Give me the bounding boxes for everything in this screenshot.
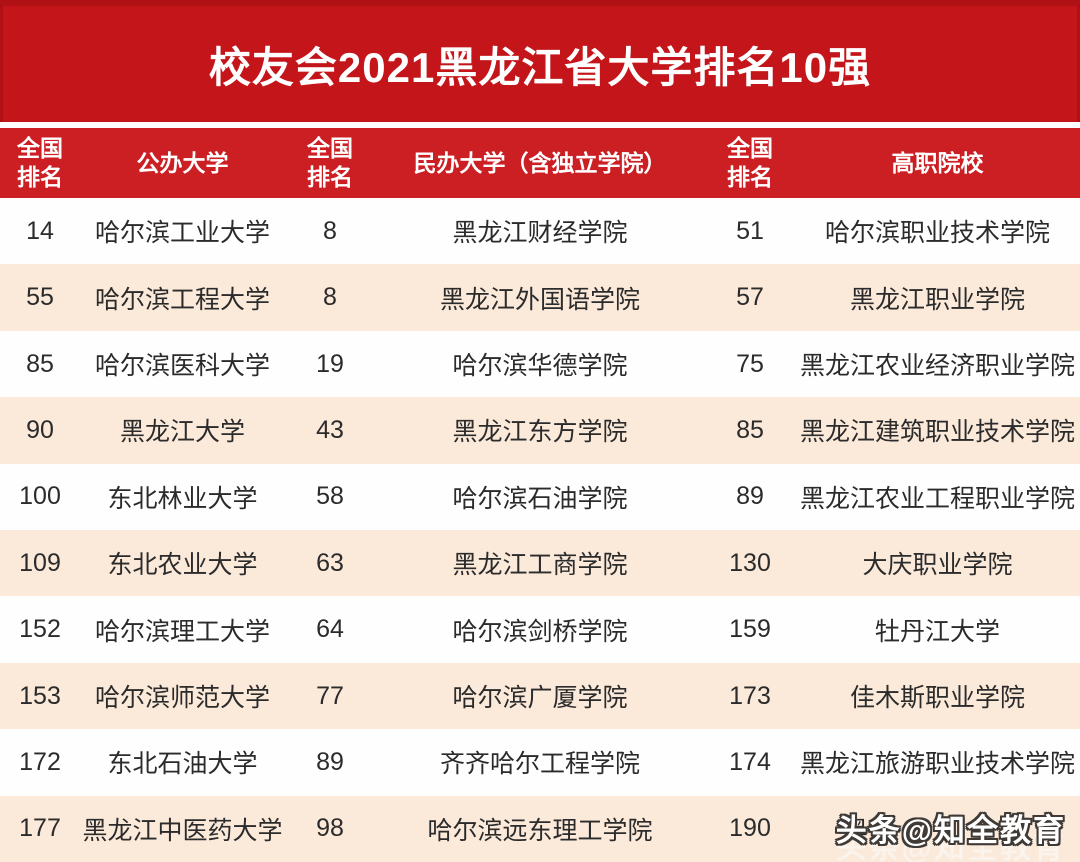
university-cell: 黑龙江农业经济职业学院	[799, 352, 1075, 381]
university-cell: 哈尔滨师范大学	[94, 684, 270, 713]
university-cell: 哈尔滨剑桥学院	[452, 617, 628, 646]
table-row: 153 哈尔滨师范大学 77 哈尔滨广厦学院 173 佳木斯职业学院	[0, 662, 1080, 730]
university-cell: 黑龙江建筑职业技术学院	[799, 418, 1075, 447]
rank-cell: 58	[316, 482, 344, 511]
table-row: 152 哈尔滨理工大学 64 哈尔滨剑桥学院 159 牡丹江大学	[0, 596, 1080, 663]
table-row: 85 哈尔滨医科大学 19 哈尔滨华德学院 75 黑龙江农业经济职业学院	[0, 330, 1080, 398]
header-cell-3: 民办大学（含独立学院）	[375, 128, 705, 198]
rank-cell: 64	[316, 615, 344, 644]
header-cell-4: 全国排名	[705, 128, 795, 198]
rank-cell: 109	[19, 548, 61, 577]
university-cell: 大庆职业学院	[862, 551, 1013, 580]
header-cell-label: 公办大学	[136, 149, 229, 176]
university-cell: 哈尔滨工业大学	[94, 219, 270, 248]
table-row: 109 东北农业大学 63 黑龙江工商学院 130 大庆职业学院	[0, 530, 1080, 597]
rank-cell: 8	[323, 283, 337, 312]
university-cell: 哈尔滨工程大学	[94, 285, 270, 314]
table-row: 90 黑龙江大学 43 黑龙江东方学院 85 黑龙江建筑职业技术学院	[0, 397, 1080, 464]
university-cell: 东北林业大学	[107, 484, 258, 513]
rank-cell: 51	[736, 216, 764, 245]
table-header-row: 全国排名 公办大学 全国排名 民办大学（含独立学院） 全国排名 高职院校	[0, 128, 1080, 198]
university-cell: 哈尔滨远东理工学院	[427, 816, 653, 845]
table-row: 14 哈尔滨工业大学 8 黑龙江财经学院 51 哈尔滨职业技术学院	[0, 198, 1080, 265]
rank-cell: 173	[729, 681, 771, 710]
university-cell: 黑龙江职业学院	[849, 285, 1025, 314]
university-cell: 佳木斯职业学院	[849, 684, 1025, 713]
university-cell: 黑龙江财经学院	[452, 219, 628, 248]
header-cell-2: 全国排名	[285, 128, 375, 198]
header-cell-label: 全国排名	[17, 135, 63, 190]
page-title: 校友会2021黑龙江省大学排名10强	[208, 43, 872, 91]
university-cell: 哈尔滨理工大学	[94, 617, 270, 646]
rank-cell: 153	[19, 681, 61, 710]
rank-cell: 172	[19, 747, 61, 776]
rank-cell: 8	[323, 216, 337, 245]
header-cell-label: 高职院校	[891, 149, 984, 176]
table-row: 177 黑龙江中医药大学 98 哈尔滨远东理工学院 190 黑	[0, 795, 1080, 862]
title-banner: 校友会2021黑龙江省大学排名10强	[0, 0, 1080, 122]
rank-cell: 89	[316, 747, 344, 776]
university-cell: 哈尔滨职业技术学院	[824, 219, 1050, 248]
table-row: 172 东北石油大学 89 齐齐哈尔工程学院 174 黑龙江旅游职业技术学院	[0, 729, 1080, 796]
rank-cell: 130	[729, 548, 771, 577]
table-row: 55 哈尔滨工程大学 8 黑龙江外国语学院 57 黑龙江职业学院	[0, 264, 1080, 331]
header-cell-label: 全国排名	[727, 135, 773, 190]
university-cell: 黑龙江外国语学院	[439, 285, 640, 314]
university-cell: 黑龙江工商学院	[452, 551, 628, 580]
rank-cell: 159	[729, 615, 771, 644]
rank-cell: 98	[316, 814, 344, 843]
header-cell-5: 高职院校	[795, 128, 1080, 198]
university-cell: 哈尔滨石油学院	[452, 484, 628, 513]
university-cell: 黑龙江中医药大学	[82, 816, 283, 845]
rank-cell: 85	[26, 349, 54, 378]
university-cell: 哈尔滨华德学院	[452, 352, 628, 381]
table-row: 100 东北林业大学 58 哈尔滨石油学院 89 黑龙江农业工程职业学院	[0, 463, 1080, 531]
rank-cell: 19	[316, 349, 344, 378]
rank-cell: 85	[736, 415, 764, 444]
university-cell: 牡丹江大学	[874, 617, 1000, 646]
university-cell: 黑龙江农业工程职业学院	[799, 484, 1075, 513]
university-cell: 黑龙江东方学院	[452, 418, 628, 447]
university-cell: 哈尔滨广厦学院	[452, 684, 628, 713]
university-cell: 东北石油大学	[107, 750, 258, 779]
university-cell: 哈尔滨医科大学	[94, 352, 270, 381]
university-cell: 黑龙江大学	[119, 418, 245, 447]
ranking-table: 全国排名 公办大学 全国排名 民办大学（含独立学院） 全国排名 高职院校 14 哈尔滨工业大…	[0, 128, 1080, 862]
rank-cell: 90	[26, 415, 54, 444]
rank-cell: 100	[19, 482, 61, 511]
header-cell-1: 公办大学	[80, 128, 285, 198]
header-cell-label: 民办大学（含独立学院）	[413, 149, 667, 176]
rank-cell: 57	[736, 283, 764, 312]
rank-cell: 77	[316, 681, 344, 710]
university-cell: 齐齐哈尔工程学院	[439, 750, 640, 779]
rank-cell: 75	[736, 349, 764, 378]
university-cell: 黑龙江旅游职业技术学院	[799, 750, 1075, 779]
rank-cell: 43	[316, 415, 344, 444]
rank-cell: 190	[729, 814, 771, 843]
table-body: 14 哈尔滨工业大学 8 黑龙江财经学院 51 哈尔滨职业技术学院 55 哈尔滨工程大学 8 黑龙…	[0, 198, 1080, 862]
rank-cell: 152	[19, 615, 61, 644]
university-cell: 东北农业大学	[107, 551, 258, 580]
header-cell-0: 全国排名	[0, 128, 80, 198]
rank-cell: 89	[736, 482, 764, 511]
header-cell-label: 全国排名	[307, 135, 353, 190]
rank-cell: 177	[19, 814, 61, 843]
rank-cell: 14	[26, 216, 54, 245]
university-cell: 黑	[843, 816, 869, 845]
rank-cell: 55	[26, 283, 54, 312]
rank-cell: 63	[316, 548, 344, 577]
rank-cell: 174	[729, 747, 771, 776]
